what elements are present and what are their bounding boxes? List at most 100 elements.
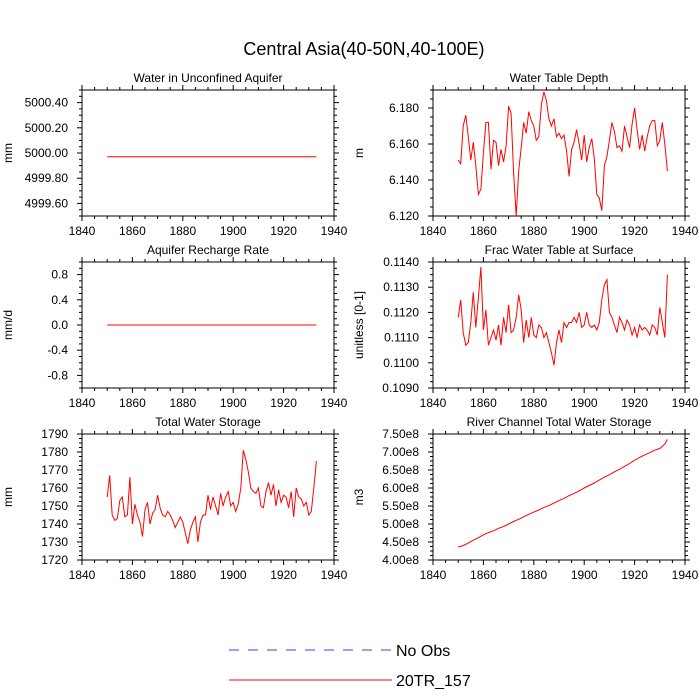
y-tick-label: 5000.00 [25, 146, 69, 160]
plot-frame [432, 89, 686, 217]
panel-0: Water in Unconfined Aquifer mm 1840 1860 188… [1, 71, 348, 238]
panel-title: Aquifer Recharge Rate [147, 243, 269, 257]
panel-title: Frac Water Table at Surface [485, 243, 634, 257]
y-axis-label: m3 [352, 488, 366, 505]
y-tick-label: 1770 [41, 463, 68, 477]
y-tick-label: 0.1140 [383, 255, 419, 269]
x-tick-label: 1840 [69, 396, 96, 410]
x-tick-label: 1940 [321, 224, 348, 238]
figure-title: Central Asia(40-50N,40-100E) [243, 39, 484, 59]
panel-4: Total Water Storage mm 1840 1860 1880 1900 192… [1, 415, 348, 582]
series-line-0 [106, 450, 317, 544]
y-tick-label: -0.4 [47, 343, 68, 357]
y-tick-label: 1760 [41, 481, 68, 495]
y-tick-label: 5.50e8 [382, 499, 419, 513]
x-tick-label: 1860 [470, 224, 497, 238]
y-tick-label: 0.0 [51, 318, 68, 332]
y-tick-label: 4.00e8 [382, 553, 419, 567]
x-tick-label: 1920 [270, 568, 297, 582]
y-tick-label: 0.1120 [383, 305, 419, 319]
panel-1: Water Table Depth m 1840 1860 1880 1900 1920 19… [352, 71, 699, 238]
panel-2: Aquifer Recharge Rate mm/d 1840 1860 1880 190… [1, 243, 348, 410]
y-tick-label: 7.00e8 [382, 445, 419, 459]
x-tick-label: 1920 [621, 568, 648, 582]
panel-title: Water Table Depth [510, 71, 609, 85]
x-tick-label: 1900 [571, 396, 598, 410]
x-tick-label: 1840 [69, 568, 96, 582]
x-tick-label: 1940 [672, 224, 699, 238]
panel-title: River Channel Total Water Storage [467, 415, 652, 429]
x-tick-label: 1920 [270, 396, 297, 410]
y-tick-label: 4.50e8 [382, 535, 419, 549]
x-tick-label: 1900 [571, 224, 598, 238]
x-tick-label: 1840 [420, 568, 447, 582]
y-tick-label: 6.50e8 [382, 463, 419, 477]
y-tick-label: -0.8 [47, 368, 68, 382]
x-tick-label: 1880 [169, 224, 196, 238]
y-tick-label: 5000.40 [25, 96, 69, 110]
x-tick-label: 1880 [169, 396, 196, 410]
series-line-0 [457, 91, 668, 217]
y-tick-label: 1720 [41, 553, 68, 567]
x-tick-label: 1900 [571, 568, 598, 582]
y-axis-label: unitless [0-1] [352, 291, 366, 359]
panel-title: Total Water Storage [155, 415, 261, 429]
y-tick-label: 0.8 [51, 268, 68, 282]
x-tick-label: 1900 [220, 396, 247, 410]
y-tick-label: 4999.60 [25, 196, 69, 210]
y-axis-label: m [352, 148, 366, 158]
x-tick-label: 1880 [520, 396, 547, 410]
y-tick-label: 0.4 [51, 293, 68, 307]
x-tick-label: 1860 [470, 568, 497, 582]
x-tick-label: 1860 [119, 568, 146, 582]
y-tick-label: 0.1110 [384, 331, 419, 345]
panel-3: Frac Water Table at Surface unitless [0-1… [352, 243, 699, 410]
x-tick-label: 1840 [420, 224, 447, 238]
x-tick-label: 1920 [621, 396, 648, 410]
y-tick-label: 1790 [41, 427, 68, 441]
x-tick-label: 1860 [119, 224, 146, 238]
x-tick-label: 1900 [220, 568, 247, 582]
x-tick-label: 1920 [270, 224, 297, 238]
y-tick-label: 6.120 [389, 209, 419, 223]
x-tick-label: 1900 [220, 224, 247, 238]
y-tick-label: 6.00e8 [382, 481, 419, 495]
x-tick-label: 1860 [470, 396, 497, 410]
plot-frame [81, 89, 335, 217]
panel-5: River Channel Total Water Storage m3 1840 1… [352, 415, 699, 582]
x-tick-label: 1880 [169, 568, 196, 582]
y-tick-label: 5000.20 [25, 121, 69, 135]
y-tick-label: 1750 [41, 499, 68, 513]
y-tick-label: 6.160 [389, 137, 419, 151]
panel-title: Water in Unconfined Aquifer [134, 71, 283, 85]
y-tick-label: 5.00e8 [382, 517, 419, 531]
y-tick-label: 0.1100 [383, 356, 419, 370]
y-tick-label: 4999.80 [25, 171, 69, 185]
panels: Water in Unconfined Aquifer mm 1840 1860 188… [1, 71, 699, 582]
legend-label-obs: No Obs [396, 643, 450, 660]
x-tick-label: 1940 [321, 396, 348, 410]
y-tick-label: 7.50e8 [382, 427, 419, 441]
y-tick-label: 1740 [41, 517, 68, 531]
y-tick-label: 6.140 [389, 173, 419, 187]
x-tick-label: 1880 [520, 568, 547, 582]
x-tick-label: 1940 [672, 568, 699, 582]
series-line-0 [458, 439, 668, 548]
y-axis-label: mm [1, 487, 15, 507]
x-tick-label: 1840 [420, 396, 447, 410]
y-tick-label: 1780 [41, 445, 68, 459]
y-tick-label: 6.180 [389, 101, 419, 115]
x-tick-label: 1880 [520, 224, 547, 238]
legend: No Obs 20TR_157 [229, 643, 471, 690]
y-axis-label: mm/d [1, 310, 15, 340]
x-tick-label: 1920 [621, 224, 648, 238]
x-tick-label: 1860 [119, 396, 146, 410]
series-line-0 [457, 266, 668, 366]
y-tick-label: 0.1130 [383, 280, 419, 294]
x-tick-label: 1940 [321, 568, 348, 582]
y-tick-label: 1730 [41, 535, 68, 549]
y-axis-label: mm [1, 143, 15, 163]
legend-label-model: 20TR_157 [396, 673, 471, 690]
x-tick-label: 1840 [69, 224, 96, 238]
